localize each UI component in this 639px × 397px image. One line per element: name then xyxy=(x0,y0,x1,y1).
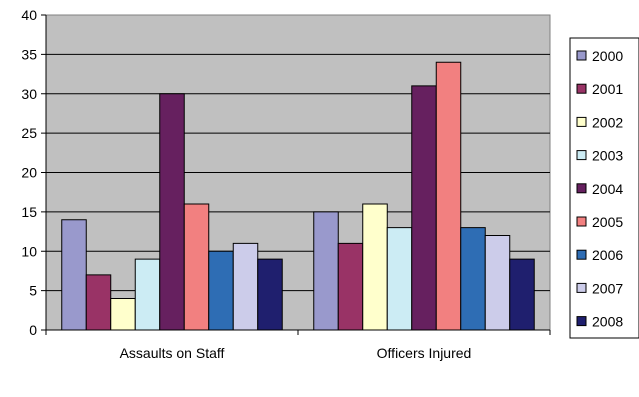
legend-swatch-2002 xyxy=(576,116,587,127)
legend-swatch-2003 xyxy=(576,150,587,161)
legend-label-2003: 2003 xyxy=(592,148,623,164)
y-tick-labels: 0 5 10 15 20 25 30 35 40 xyxy=(21,7,46,338)
bar-2001-1 xyxy=(337,242,364,331)
legend-swatch-2008 xyxy=(576,316,587,327)
legend-swatch-2007 xyxy=(576,282,587,293)
legend-label-2002: 2002 xyxy=(592,114,623,130)
bar-2005-1 xyxy=(435,61,462,331)
bar-2003-1 xyxy=(386,227,413,331)
bar-2007-0 xyxy=(232,242,259,331)
legend-swatch-2004 xyxy=(576,183,587,194)
bar-2002-0 xyxy=(110,298,136,331)
bar-2004-0 xyxy=(159,93,185,331)
legend-label-2005: 2005 xyxy=(592,214,623,230)
bar-2002-1 xyxy=(362,203,388,331)
bar-2008-0 xyxy=(257,258,283,331)
bars xyxy=(61,61,535,331)
x-tick-label: Officers Injured xyxy=(377,345,472,361)
y-tick-label: 25 xyxy=(21,125,37,141)
legend-label-2006: 2006 xyxy=(592,247,623,263)
bar-2004-1 xyxy=(411,85,437,331)
legend-swatch-2001 xyxy=(576,83,587,94)
bar-2000-0 xyxy=(61,219,87,331)
bar-2007-1 xyxy=(484,235,511,331)
bar-2000-1 xyxy=(313,211,339,331)
legend-swatch-2000 xyxy=(576,50,587,61)
bar-2008-1 xyxy=(509,258,535,331)
bar-2006-0 xyxy=(208,250,234,331)
legend-swatch-2006 xyxy=(576,249,587,260)
y-tick-label: 10 xyxy=(21,243,37,259)
y-tick-label: 20 xyxy=(21,165,37,181)
x-tick-labels: Assaults on Staff Officers Injured xyxy=(120,345,472,361)
bar-2005-0 xyxy=(183,203,210,331)
legend-label-2004: 2004 xyxy=(592,181,623,197)
bar-2006-1 xyxy=(460,227,486,331)
bar-2003-0 xyxy=(134,258,161,331)
y-tick-label: 5 xyxy=(29,283,37,299)
x-tick-label: Assaults on Staff xyxy=(120,345,225,361)
legend-label-2000: 2000 xyxy=(592,48,623,64)
legend-label-2007: 2007 xyxy=(592,280,623,296)
y-tick-label: 15 xyxy=(21,204,37,220)
legend-label-2008: 2008 xyxy=(592,314,623,330)
legend-label-2001: 2001 xyxy=(592,81,623,97)
y-tick-label: 35 xyxy=(21,46,37,62)
y-tick-label: 0 xyxy=(29,322,37,338)
y-tick-label: 30 xyxy=(21,86,37,102)
legend-swatch-2005 xyxy=(576,216,587,227)
legend: 2000 2001 2002 2003 2004 2005 2006 2007 2008 xyxy=(569,37,639,339)
bar-2001-0 xyxy=(85,274,112,331)
y-tick-label: 40 xyxy=(21,7,37,23)
